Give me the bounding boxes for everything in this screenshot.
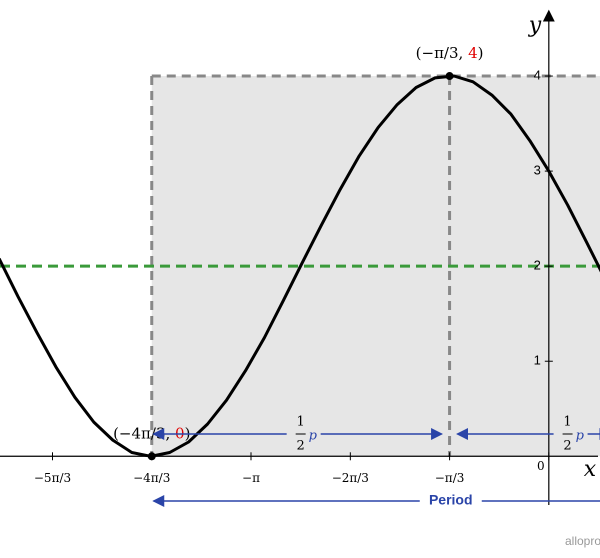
y-tick-label: 4	[534, 67, 541, 82]
half-symbol: p	[576, 429, 585, 444]
label-bg	[419, 491, 482, 511]
y-axis-label: y	[528, 13, 542, 38]
key-point	[147, 452, 156, 461]
x-tick-label: −π	[242, 471, 260, 485]
x-tick-label: −4π/3	[133, 471, 170, 485]
x-tick-label: −π/3	[435, 471, 465, 485]
key-point	[445, 72, 454, 81]
period-label: Period	[429, 492, 473, 508]
half-numerator: 1	[297, 415, 305, 430]
half-denominator: 2	[563, 439, 571, 454]
key-point-label-part: )	[478, 44, 484, 62]
key-point-label: (−π/3, 4)	[416, 44, 484, 62]
half-denominator: 2	[297, 439, 305, 454]
key-point-label-part: (−π/3,	[416, 44, 468, 62]
y-tick-label: 2	[534, 258, 541, 273]
x-axis-label: x	[584, 457, 597, 482]
y-tick-label: 3	[534, 163, 541, 178]
label-bg	[286, 412, 321, 454]
x-tick-label: −5π/3	[34, 471, 71, 485]
brand: alloprof	[565, 534, 600, 548]
label-bg	[553, 412, 588, 454]
y-tick-label: 1	[534, 353, 541, 368]
half-numerator: 1	[563, 415, 571, 430]
x-tick-label: −2π/3	[332, 471, 369, 485]
key-point-label-part: 4	[468, 44, 478, 62]
curve	[0, 74, 600, 458]
x-tick-label: 0	[537, 459, 545, 473]
half-symbol: p	[309, 429, 318, 444]
